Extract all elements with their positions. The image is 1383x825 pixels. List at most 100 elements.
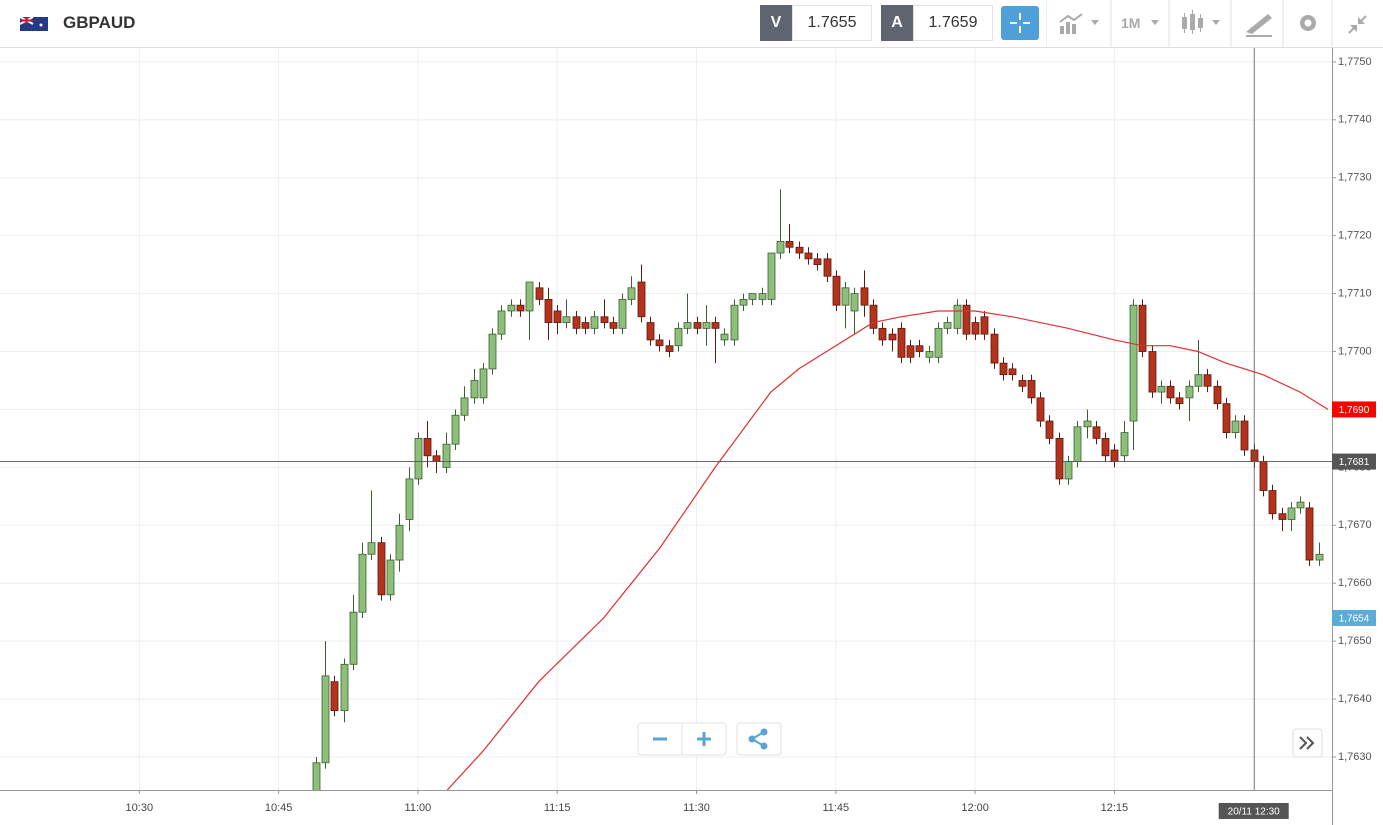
crosshair-button[interactable]: [1001, 6, 1039, 40]
candle-body: [674, 327, 683, 347]
moving-average-line: [446, 310, 1329, 790]
candle-body: [1055, 438, 1064, 480]
candle-body: [971, 322, 980, 335]
candle-body: [1073, 426, 1082, 462]
y-tick-label: 1,7640: [1338, 693, 1372, 705]
candle-body: [999, 362, 1008, 376]
candle-body: [405, 478, 414, 520]
candle-body: [442, 443, 451, 468]
candle-body: [1315, 553, 1324, 561]
candle-body: [562, 316, 571, 323]
candle-body: [869, 304, 878, 329]
y-tick-label: 1,7740: [1338, 114, 1372, 126]
candle-body: [321, 675, 330, 764]
candle-body: [1175, 397, 1184, 405]
candle-body: [451, 414, 460, 445]
candle-body: [832, 275, 841, 306]
candle-body: [1166, 385, 1175, 399]
candle-body: [1305, 507, 1314, 561]
candle-body: [897, 327, 906, 358]
candle-body: [525, 281, 534, 312]
x-tick-label: 10:45: [265, 802, 293, 814]
candle-body: [516, 304, 525, 312]
candle-body: [1120, 432, 1129, 457]
candle-body: [888, 333, 897, 341]
candle-body: [730, 304, 739, 341]
candle-body: [906, 345, 915, 358]
y-tick-label: 1,7670: [1338, 519, 1372, 531]
candle-body: [1240, 420, 1249, 451]
candle-body: [1110, 449, 1119, 462]
candle-body: [1231, 420, 1240, 434]
x-tick-label: 12:15: [1101, 802, 1129, 814]
toolbar: GBPAUD V 1.7655 A 1.7659 1M: [0, 0, 1383, 48]
y-tick-label: 1,7660: [1338, 577, 1372, 589]
candle-body: [627, 287, 636, 300]
candle-body: [1278, 513, 1287, 520]
candle-body: [637, 281, 646, 318]
price-tag-label: 1,7681: [1339, 457, 1370, 468]
price-tag: [1332, 401, 1376, 418]
candle-body: [432, 455, 441, 462]
candle-body: [683, 322, 692, 329]
symbol: GBPAUD: [63, 13, 136, 32]
bid-label[interactable]: V: [760, 5, 792, 41]
candle-body: [330, 681, 339, 712]
flag-icon: [20, 16, 48, 31]
candle-body: [1008, 368, 1017, 376]
ask-label[interactable]: A: [881, 5, 913, 41]
candle-body: [1185, 385, 1194, 399]
candle-body: [804, 252, 813, 260]
candle-body: [572, 316, 581, 329]
candle-body: [1296, 501, 1305, 509]
crosshair-x-label: 20/11 12:30: [1228, 807, 1281, 818]
candle-body: [665, 345, 674, 352]
price-tag: [1332, 609, 1376, 626]
candle-body: [1083, 420, 1092, 428]
y-tick-label: 1,7700: [1338, 345, 1372, 357]
ask-price[interactable]: 1.7659: [913, 5, 993, 41]
candle-body: [395, 524, 404, 561]
candle-body: [1045, 420, 1054, 439]
candle-body: [1157, 385, 1166, 393]
candle-body: [367, 542, 376, 555]
candle-body: [1064, 461, 1073, 480]
candle-body: [980, 316, 989, 335]
candle-body: [758, 293, 767, 300]
candle-body: [1101, 438, 1110, 457]
candle-body: [1268, 490, 1277, 515]
candle-body: [340, 663, 349, 712]
candle-body: [544, 298, 553, 323]
bid-price[interactable]: 1.7655: [792, 5, 872, 41]
candle-body: [1148, 351, 1157, 393]
y-tick-label: 1,7730: [1338, 172, 1372, 184]
candle-body: [860, 287, 869, 306]
candle-body: [535, 287, 544, 300]
candle-body: [386, 559, 395, 596]
candle-body: [1027, 380, 1036, 399]
y-tick-label: 1,7710: [1338, 288, 1372, 300]
candle-body: [813, 258, 822, 266]
candle-body: [553, 310, 562, 323]
price-tag: [1332, 453, 1376, 470]
y-tick-label: 1,7650: [1338, 635, 1372, 647]
candle-body: [497, 310, 506, 335]
x-tick-label: 11:00: [405, 802, 432, 814]
candle-body: [581, 322, 590, 329]
candle-body: [711, 322, 720, 329]
candle-body: [720, 333, 729, 341]
candle-body: [1092, 426, 1101, 439]
toolbar-icons[interactable]: [1046, 0, 1383, 47]
scroll-right-button[interactable]: [1292, 728, 1323, 758]
timeframe[interactable]: 1M: [1121, 15, 1141, 31]
x-tick-label: 12:00: [961, 802, 989, 814]
candle-body: [1203, 374, 1212, 387]
zoom-controls[interactable]: [637, 722, 782, 756]
candle-body: [1129, 304, 1138, 422]
candle-body: [1213, 385, 1222, 405]
price-tag-label: 1,7654: [1339, 614, 1370, 625]
candle-body: [646, 322, 655, 341]
candle-body: [841, 287, 850, 306]
